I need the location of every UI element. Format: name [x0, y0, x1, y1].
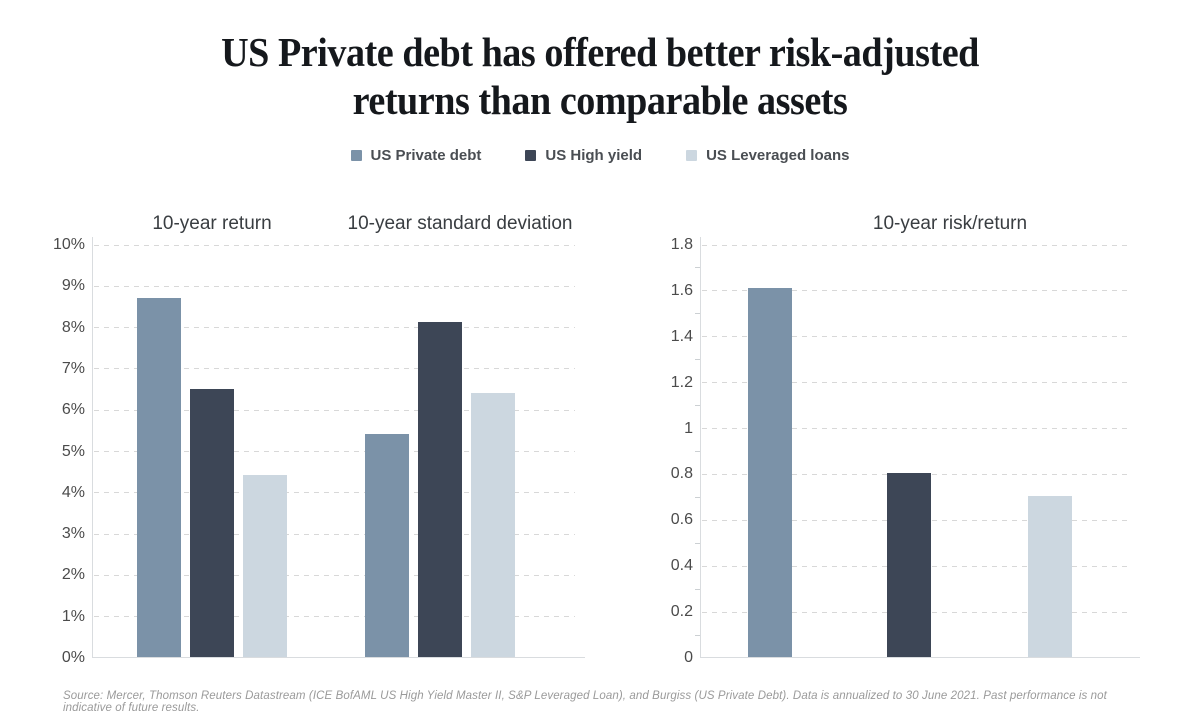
y-tick-label-0: 0: [684, 649, 693, 666]
percent-charts-panel: 10-year return 10-year standard deviatio…: [53, 213, 600, 683]
gridline-9%: [94, 285, 575, 287]
y-tick-label-1.2: 1.2: [670, 373, 693, 391]
bar-10-year-standard-deviation-us-private-debt: [365, 433, 409, 657]
gridline-10%: [94, 244, 575, 246]
chart-title-10-year-risk-return: 10-year risk/return: [872, 213, 1028, 234]
risk-return-chart-plot: [695, 237, 1140, 658]
minor-tick: [695, 588, 700, 590]
y-axis-line: [92, 237, 93, 658]
gridline-3%: [94, 533, 575, 535]
gridline-8%: [94, 327, 575, 329]
legend-item-us-leveraged-loans: US Leveraged loans: [686, 147, 849, 164]
gridline-7%: [94, 368, 575, 370]
gridline-5%: [94, 451, 575, 452]
figure-title-line2: returns than comparable assets: [352, 77, 848, 123]
y-tick-label-8%: 8%: [61, 318, 85, 336]
y-tick-label-1: 1: [684, 419, 693, 437]
bar-10-year-risk-return-us-leveraged-loans: [1028, 496, 1072, 657]
legend-label: US Leveraged loans: [706, 147, 850, 164]
y-tick-label-1%: 1%: [61, 607, 85, 625]
x-axis-line: [92, 657, 585, 658]
bar-10-year-standard-deviation-us-leveraged-loans: [471, 392, 515, 657]
gridline-6%: [94, 409, 575, 411]
source-note: Source: Mercer, Thomson Reuters Datastre…: [63, 690, 1107, 714]
y-tick-label-0.4: 0.4: [670, 557, 693, 575]
minor-tick: [695, 313, 700, 315]
bar-10-year-standard-deviation-us-high-yield: [418, 322, 462, 657]
y-tick-label-0%: 0%: [61, 649, 85, 666]
minor-tick: [695, 542, 700, 544]
y-axis-labels-ratio: 0 0.2 0.4 0.6 0.8 1 1.2 1.4 1.6 1.8: [655, 236, 693, 666]
y-tick-label-0.8: 0.8: [670, 465, 693, 483]
gridline-2%: [94, 574, 575, 576]
minor-tick: [695, 451, 700, 452]
legend-swatch-icon: [350, 150, 362, 161]
legend: US Private debt US High yield US Leveraged…: [0, 147, 1200, 164]
minor-tick: [695, 267, 700, 269]
legend-label: US High yield: [545, 147, 643, 164]
minor-tick: [695, 359, 700, 361]
y-tick-label-3%: 3%: [61, 525, 85, 543]
x-axis-line: [700, 657, 1140, 658]
minor-tick: [695, 405, 700, 407]
y-tick-label-0.2: 0.2: [670, 603, 693, 621]
y-tick-label-2%: 2%: [61, 566, 85, 584]
y-tick-label-5%: 5%: [61, 442, 85, 460]
y-tick-label-1.6: 1.6: [670, 281, 693, 299]
bar-10-year-risk-return-us-private-debt: [748, 287, 792, 657]
figure-title-line1: US Private debt has offered better risk-…: [221, 29, 979, 75]
chart-title-10-year-standard-deviation: 10-year standard deviation: [347, 213, 573, 234]
y-tick-label-10%: 10%: [52, 236, 85, 253]
y-axis-line: [700, 237, 701, 658]
legend-item-us-high-yield: US High yield: [525, 147, 642, 164]
figure-title: US Private debt has offered better risk-…: [42, 28, 1158, 124]
legend-swatch-icon: [686, 150, 698, 161]
gridline-1.2: [702, 382, 1130, 384]
gridline-1: [702, 428, 1130, 430]
y-tick-label-7%: 7%: [61, 359, 85, 377]
risk-return-chart-panel: 10-year risk/return 0 0.2 0.4 0.6 0.8 1 1.2 1.4…: [655, 213, 1190, 683]
bar-10-year-return-us-leveraged-loans: [243, 475, 287, 657]
bar-10-year-risk-return-us-high-yield: [887, 473, 931, 657]
legend-swatch-icon: [525, 150, 537, 161]
gridline-1.8: [702, 244, 1130, 246]
y-tick-label-9%: 9%: [61, 277, 85, 295]
legend-label: US Private debt: [370, 147, 482, 164]
bar-10-year-return-us-private-debt: [137, 297, 181, 657]
y-tick-label-0.6: 0.6: [670, 511, 693, 529]
y-tick-label-1.8: 1.8: [670, 236, 693, 253]
minor-tick: [695, 496, 700, 498]
percent-chart-plot: [92, 237, 585, 658]
legend-item-us-private-debt: US Private debt: [350, 147, 482, 164]
gridline-1.6: [702, 290, 1130, 292]
y-tick-label-1.4: 1.4: [670, 327, 693, 345]
y-tick-label-4%: 4%: [61, 483, 85, 501]
y-axis-labels-percent: 0% 1% 2% 3% 4% 5% 6% 7% 8% 9% 10%: [53, 236, 85, 666]
gridline-1%: [94, 616, 575, 618]
chart-title-10-year-return: 10-year return: [152, 213, 272, 234]
gridline-1.4: [702, 336, 1130, 338]
minor-tick: [695, 634, 700, 636]
gridline-4%: [94, 492, 575, 494]
y-tick-label-6%: 6%: [61, 401, 85, 419]
bar-10-year-return-us-high-yield: [190, 388, 234, 657]
